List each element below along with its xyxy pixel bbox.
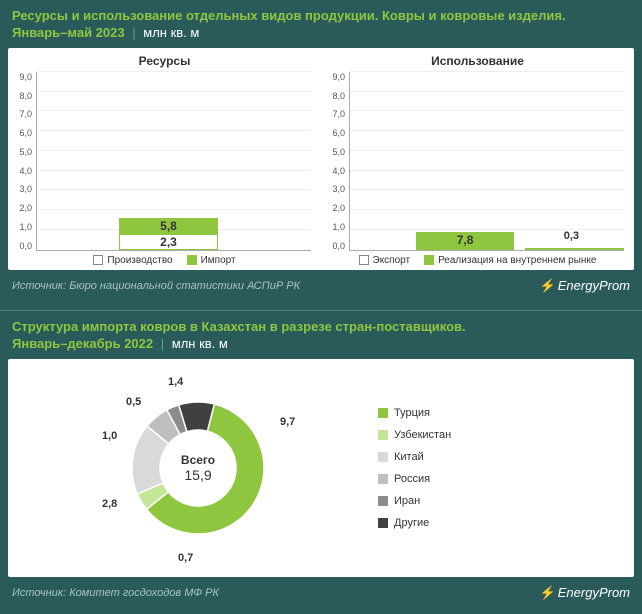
donut-area: Всего 15,9 9,7 0,7 2,8 1,0 0,5 1,4 Турция Узбе…: [8, 359, 634, 577]
resources-legend: Производство Импорт: [8, 255, 321, 266]
plot-body: 7,80,3: [349, 72, 624, 251]
usage-title: Использование: [321, 54, 634, 68]
resources-chart: Ресурсы 9,08,07,06,05,04,03,02,01,00,0 2…: [8, 54, 321, 266]
legend-item: Китай: [378, 451, 451, 463]
slice-label: 1,4: [168, 376, 183, 388]
top-source: Источник: Бюро национальной статистики А…: [12, 280, 300, 292]
slice-label: 0,5: [126, 396, 141, 408]
donut-legend: Турция Узбекистан Китай Россия Иран Другие: [378, 407, 451, 529]
legend-item: Россия: [378, 473, 451, 485]
brand-icon: ⚡: [540, 278, 556, 294]
legend-item: Турция: [378, 407, 451, 419]
top-footer: Источник: Бюро национальной статистики А…: [0, 270, 642, 300]
top-panel: Ресурсы и использование отдельных видов …: [0, 0, 642, 310]
bar-segment: 2,3: [119, 234, 218, 250]
bar-segment: 5,8: [119, 218, 218, 234]
legend-item: Экспорт: [359, 255, 411, 266]
usage-chart: Использование 9,08,07,06,05,04,03,02,01,…: [321, 54, 634, 266]
legend-item: Иран: [378, 495, 451, 507]
resources-title: Ресурсы: [8, 54, 321, 68]
bottom-panel: Структура импорта ковров в Казахстан в р…: [0, 311, 642, 614]
usage-legend: Экспорт Реализация на внутреннем рынке: [321, 255, 634, 266]
slice-label: 9,7: [280, 416, 295, 428]
bottom-title-unit: млн кв. м: [172, 336, 228, 351]
yaxis: 9,08,07,06,05,04,03,02,01,00,0: [321, 72, 349, 251]
bottom-source: Источник: Комитет госдоходов МФ РК: [12, 587, 219, 599]
bar-segment: [416, 248, 515, 250]
legend-item: Производство: [93, 255, 172, 266]
bar-segment: [525, 248, 624, 250]
plot-body: 2,35,8: [36, 72, 311, 251]
yaxis: 9,08,07,06,05,04,03,02,01,00,0: [8, 72, 36, 251]
slice-label: 2,8: [102, 498, 117, 510]
legend-item: Узбекистан: [378, 429, 451, 441]
top-title-main: Ресурсы и использование отдельных видов …: [12, 8, 566, 23]
donut-total-value: 15,9: [181, 467, 215, 483]
legend-item: Реализация на внутреннем рынке: [424, 255, 596, 266]
legend-item: Другие: [378, 517, 451, 529]
bottom-title-period: Январь–декабрь 2022: [12, 336, 153, 351]
top-title-period: Январь–май 2023: [12, 25, 125, 40]
top-chart-area: Ресурсы 9,08,07,06,05,04,03,02,01,00,0 2…: [8, 48, 634, 270]
donut-wrap: Всего 15,9 9,7 0,7 2,8 1,0 0,5 1,4: [48, 368, 348, 568]
bottom-footer: Источник: Комитет госдоходов МФ РК ⚡ Ene…: [0, 577, 642, 607]
brand-icon: ⚡: [540, 585, 556, 601]
legend-item: Импорт: [187, 255, 236, 266]
top-title: Ресурсы и использование отдельных видов …: [0, 0, 642, 48]
brand-logo: ⚡ EnergyProm: [540, 585, 630, 601]
slice-label: 0,7: [178, 552, 193, 564]
bar-segment: 7,8: [416, 232, 515, 248]
slice-label: 1,0: [102, 430, 117, 442]
bottom-title-main: Структура импорта ковров в Казахстан в р…: [12, 319, 466, 334]
donut-center: Всего 15,9: [181, 453, 215, 483]
donut-total-label: Всего: [181, 453, 215, 467]
bottom-title: Структура импорта ковров в Казахстан в р…: [0, 311, 642, 359]
brand-logo: ⚡ EnergyProm: [540, 278, 630, 294]
top-title-unit: млн кв. м: [143, 25, 199, 40]
